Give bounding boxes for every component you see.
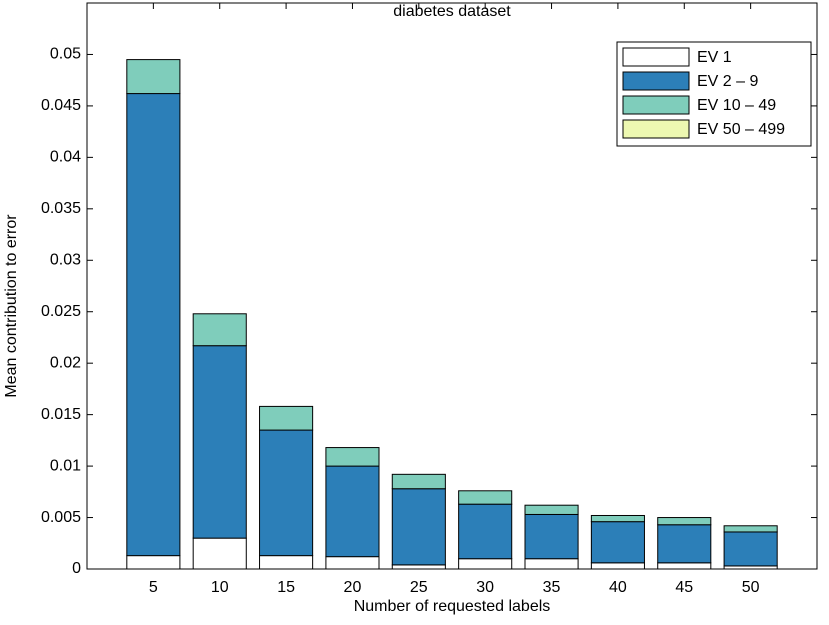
bar-segment — [391, 488, 446, 566]
y-tick-label: 0.03 — [50, 251, 81, 268]
bar-segment — [325, 465, 380, 558]
y-tick-label: 0.005 — [41, 509, 81, 526]
bar-segment — [126, 59, 181, 95]
x-tick-label: 15 — [277, 579, 295, 596]
chart-title: diabetes dataset — [393, 3, 511, 20]
plot-frame — [86, 2, 818, 570]
legend-label: EV 1 — [697, 49, 732, 66]
legend-swatch — [622, 47, 690, 67]
bar-segment — [458, 503, 513, 560]
bar-segment — [723, 525, 778, 533]
bar-segment — [192, 345, 247, 539]
bar-segment — [458, 490, 513, 505]
y-tick-label: 0.045 — [41, 97, 81, 114]
bar-segment — [458, 558, 513, 570]
x-tick-label: 45 — [675, 579, 693, 596]
bar-segment — [524, 513, 579, 560]
x-tick-label: 30 — [476, 579, 494, 596]
bar-segment — [259, 429, 314, 557]
bar-segment — [657, 517, 712, 526]
bar-segment — [325, 447, 380, 467]
bar-segment — [259, 405, 314, 431]
bar-segment — [192, 313, 247, 347]
y-tick-label: 0.05 — [50, 46, 81, 63]
legend-swatch — [622, 119, 690, 139]
bar-segment — [259, 555, 314, 570]
x-tick-label: 25 — [410, 579, 428, 596]
y-tick-label: 0.04 — [50, 149, 81, 166]
y-tick-label: 0.035 — [41, 200, 81, 217]
legend-label: EV 50 – 499 — [697, 121, 785, 138]
x-axis-label: Number of requested labels — [354, 598, 551, 615]
bar-segment — [391, 473, 446, 490]
x-tick-label: 10 — [211, 579, 229, 596]
y-axis-label: Mean contribution to error — [3, 214, 20, 398]
bar-segment — [590, 521, 645, 564]
y-tick-label: 0.02 — [50, 354, 81, 371]
bar-segment — [524, 504, 579, 515]
x-tick-label: 50 — [742, 579, 760, 596]
y-tick-label: 0.025 — [41, 303, 81, 320]
bar-segment — [657, 524, 712, 564]
legend-label: EV 10 – 49 — [697, 97, 776, 114]
bar-segment — [524, 558, 579, 570]
x-tick-label: 20 — [344, 579, 362, 596]
legend-label: EV 2 – 9 — [697, 73, 758, 90]
bar-segment — [723, 531, 778, 567]
legend-swatch — [622, 71, 690, 91]
bar-segment — [590, 562, 645, 570]
bar-segment — [657, 562, 712, 570]
x-tick-label: 40 — [609, 579, 627, 596]
x-tick-label: 35 — [543, 579, 561, 596]
y-tick-label: 0.015 — [41, 406, 81, 423]
bar-segment — [391, 564, 446, 570]
y-tick-label: 0 — [72, 560, 81, 577]
x-tick-label: 5 — [149, 579, 158, 596]
y-tick-label: 0.01 — [50, 457, 81, 474]
bar-segment — [126, 555, 181, 570]
bar-segment — [126, 93, 181, 557]
legend-swatch — [622, 95, 690, 115]
bar-segment — [590, 514, 645, 523]
bar-segment — [192, 537, 247, 570]
bar-segment — [325, 556, 380, 570]
